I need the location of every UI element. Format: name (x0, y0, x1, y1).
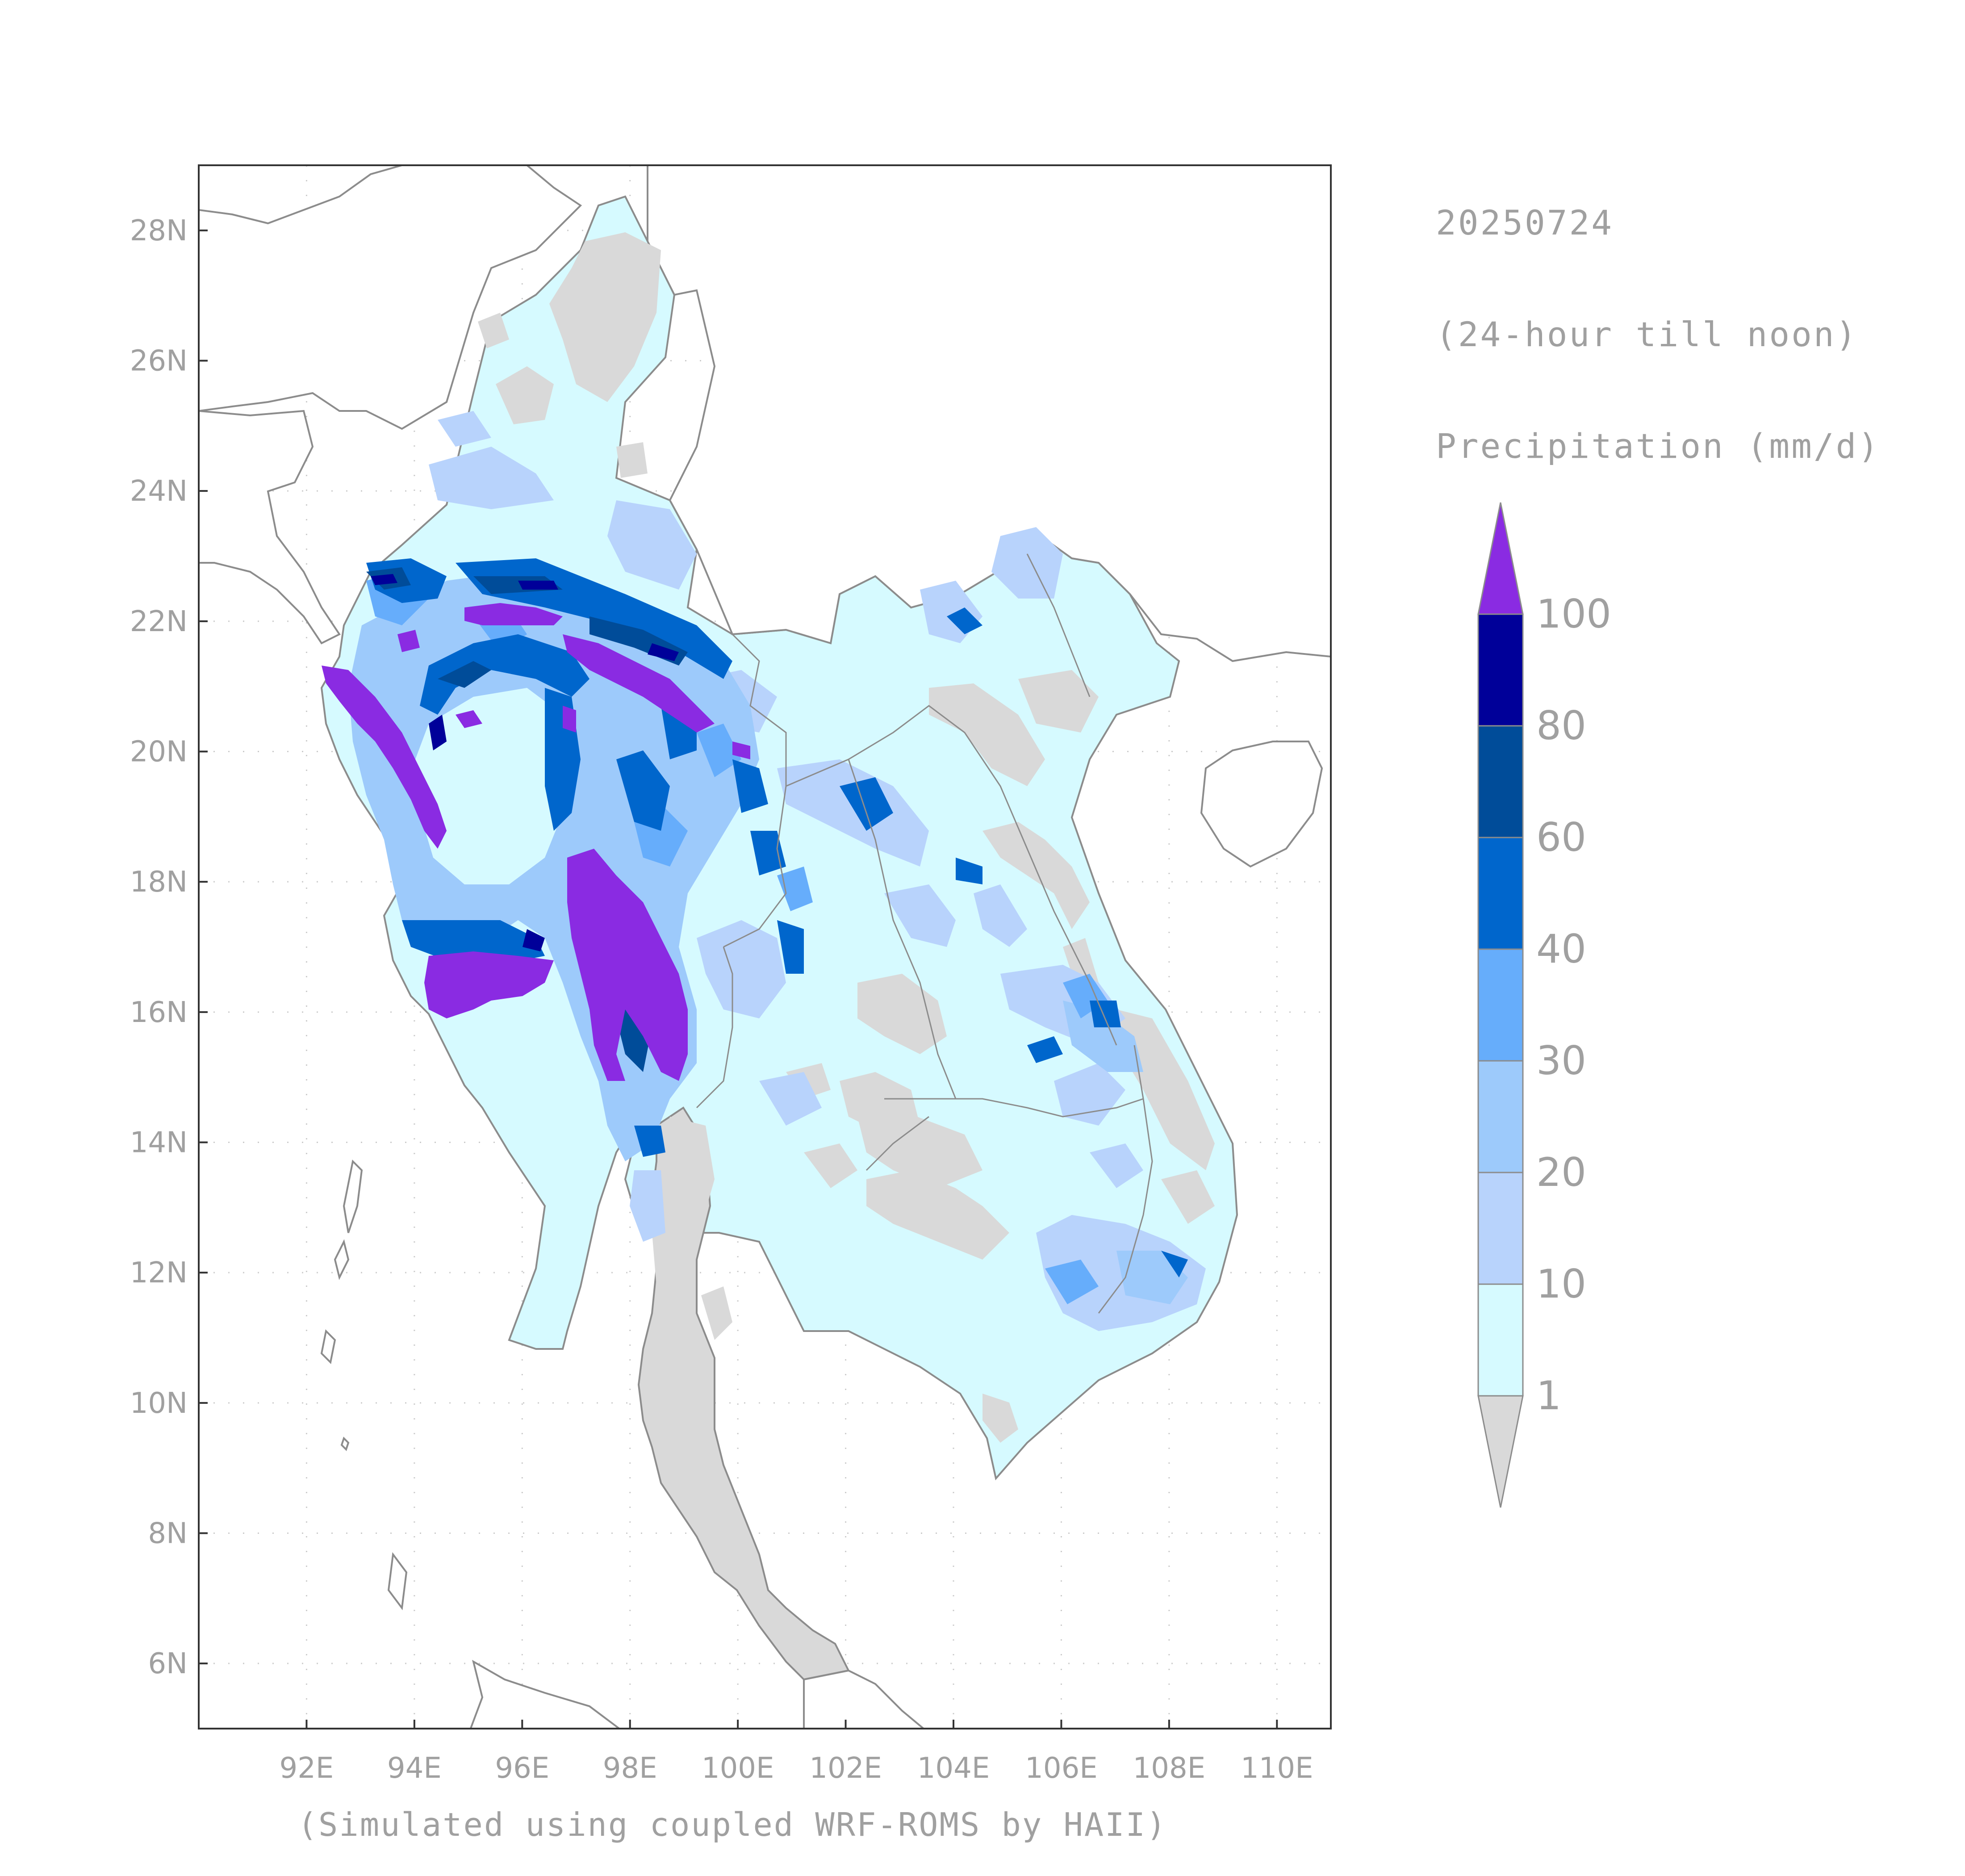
land-malaysia (803, 1669, 925, 1729)
colorbar-label-30: 30 (1536, 1038, 1586, 1084)
colorbar-segment-80-100 (1478, 614, 1523, 726)
x-tick-label: 110E (1241, 1752, 1313, 1785)
y-tick-label: 24N (130, 475, 188, 508)
no-rain-patches (478, 232, 1215, 1443)
x-tick-label: 96E (495, 1752, 549, 1785)
y-tick-label: 14N (130, 1126, 188, 1160)
colorbar-segment-40-60 (1478, 838, 1523, 949)
land-sumatra (469, 1659, 621, 1729)
colorbar: 1 10 20 30 40 60 80 100 (1477, 502, 1611, 1508)
y-tick-label: 20N (130, 736, 188, 769)
andaman-islands (320, 1159, 408, 1611)
variable-label: Precipitation (mm/d) (1436, 426, 1880, 466)
rain-swirl-light (415, 688, 572, 884)
y-tick-label: 6N (148, 1647, 188, 1680)
x-tick-label: 92E (279, 1752, 334, 1785)
colorbar-segment-1-10 (1478, 1284, 1523, 1396)
colorbar-label-100: 100 (1536, 591, 1611, 637)
y-tick-label: 12N (130, 1256, 188, 1290)
colorbar-arrow-top (1477, 502, 1524, 615)
colorbar-label-10: 10 (1536, 1261, 1586, 1307)
x-tick-label: 106E (1025, 1752, 1098, 1785)
colorbar-label-40: 40 (1536, 926, 1586, 972)
caption: (Simulated using coupled WRF-ROMS by HAI… (298, 1806, 1167, 1843)
rain-100-plus-areas (322, 603, 750, 1081)
colorbar-label-1: 1 (1536, 1373, 1561, 1419)
colorbar-label-20: 20 (1536, 1149, 1586, 1195)
land-bangladesh-outline (199, 410, 341, 645)
y-tick-label: 8N (148, 1517, 188, 1550)
date-label: 20250724 (1436, 203, 1614, 243)
y-tick-label: 28N (130, 214, 188, 247)
x-tick-label: 108E (1133, 1752, 1206, 1785)
x-tick-label: 100E (702, 1752, 774, 1785)
y-tick-label: 16N (130, 996, 188, 1029)
colorbar-label-80: 80 (1536, 703, 1586, 749)
colorbar-label-60: 60 (1536, 814, 1586, 860)
y-tick-label: 10N (130, 1387, 188, 1420)
rain-80-100-areas (371, 574, 679, 951)
x-axis: 92E 94E 96E 98E 100E 102E 104E 106E 108E 110E (279, 1720, 1313, 1785)
x-tick-label: 104E (917, 1752, 990, 1785)
y-tick-label: 18N (130, 866, 188, 899)
y-tick-label: 22N (130, 605, 188, 638)
y-axis: 6N 8N 10N 12N 14N 16N 18N 20N 22N 24N 26N 28N (130, 214, 208, 1680)
y-tick-label: 26N (130, 345, 188, 378)
colorbar-outline (1477, 613, 1524, 1397)
map-border (198, 164, 1332, 1729)
land-hainan (1200, 741, 1323, 868)
x-tick-label: 98E (603, 1752, 657, 1785)
land-india-china-outline (199, 165, 582, 430)
colorbar-dividers (1478, 725, 1523, 1285)
colorbar-segment-20-30 (1478, 1061, 1523, 1172)
colorbar-arrow-bottom (1477, 1395, 1524, 1508)
colorbar-segment-60-80 (1478, 726, 1523, 838)
country-borders (669, 500, 1153, 1314)
x-tick-label: 102E (809, 1752, 882, 1785)
x-tick-label: 94E (387, 1752, 442, 1785)
colorbar-segment-10-20 (1478, 1172, 1523, 1284)
map-content (199, 165, 1331, 1729)
colorbar-segment-30-40 (1478, 949, 1523, 1061)
period-label: (24-hour till noon) (1436, 314, 1858, 354)
